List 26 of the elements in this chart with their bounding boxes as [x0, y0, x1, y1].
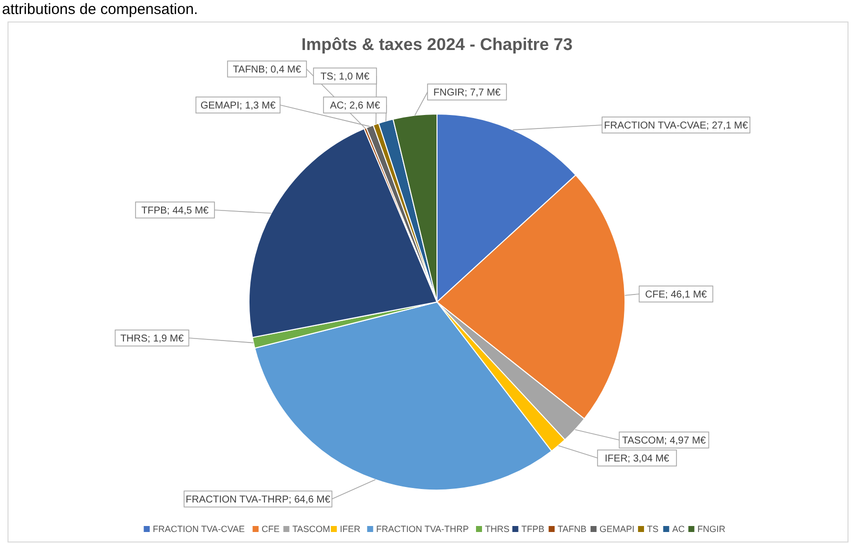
data-label: FRACTION TVA-THRP; 64,6 M€ [186, 494, 331, 506]
text: attributions de compensation. [2, 1, 198, 18]
legend-label: GEMAPI [600, 524, 635, 534]
legend-label: TFPB [521, 524, 544, 534]
legend-label: TS [647, 524, 659, 534]
data-label: FNGIR; 7,7 M€ [433, 88, 502, 98]
data-label: AC; 2,6 M€ [330, 100, 380, 112]
legend-label: CFE [262, 524, 280, 534]
data-label: TS; 1,0 M€ [320, 72, 370, 82]
data-label: THRS; 1,9 M€ [120, 334, 184, 344]
legend-label: IFER [340, 524, 361, 534]
chart-title: Impôts & taxes 2024 - Chapitre 73 [301, 35, 573, 54]
legend-label: TASCOM [292, 524, 330, 534]
data-label: FRACTION TVA-CVAE; 27,1 M€ [604, 120, 748, 132]
legend-label: THRS [485, 524, 510, 534]
data-label: TFPB; 44,5 M€ [141, 206, 210, 216]
data-label: IFER; 3,04 M€ [604, 454, 670, 464]
data-label: GEMAPI; 1,3 M€ [200, 100, 276, 112]
data-label: TAFNB; 0,4 M€ [232, 64, 302, 76]
legend-label: AC [672, 524, 686, 534]
legend-label: FRACTION TVA-THRP [376, 524, 469, 534]
data-label: CFE; 46,1 M€ [645, 290, 708, 300]
legend-label: FNGIR [697, 524, 726, 534]
legend-label: FRACTION TVA-CVAE [152, 524, 245, 534]
data-label: TASCOM; 4,97 M€ [622, 436, 706, 446]
legend-label: TAFNB [558, 524, 586, 534]
